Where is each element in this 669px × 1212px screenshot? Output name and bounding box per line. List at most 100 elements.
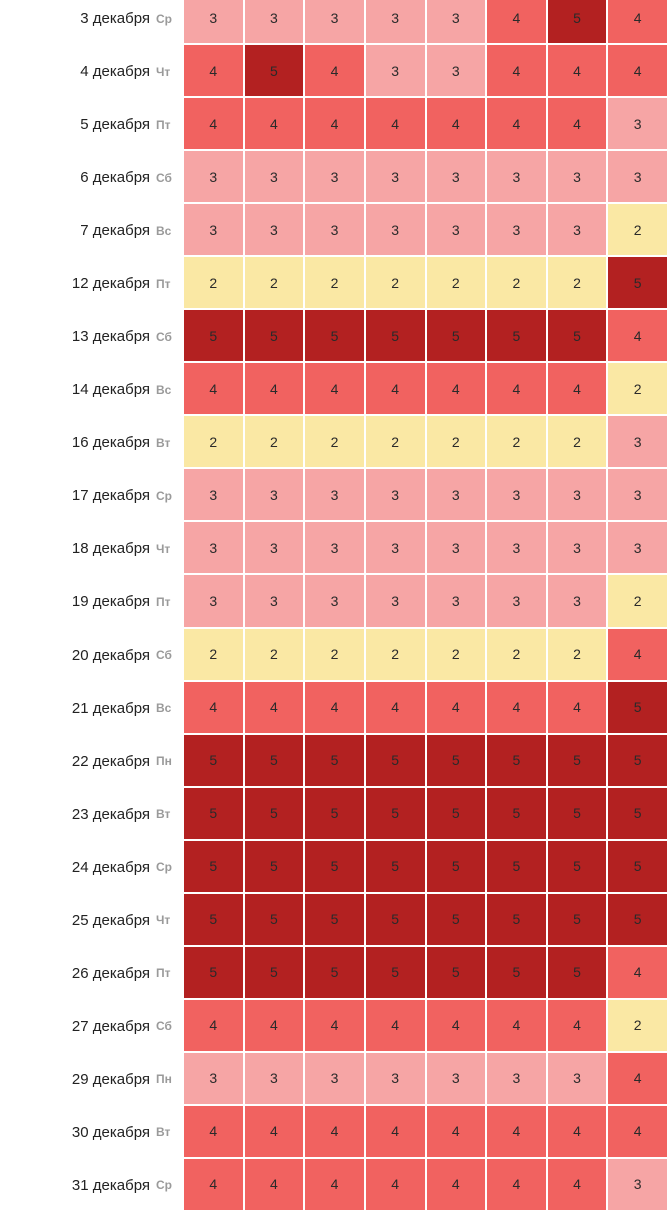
heatmap-cell: 3 [365, 522, 425, 574]
heatmap-cell: 4 [547, 45, 607, 97]
heatmap-cell: 4 [487, 0, 546, 44]
heatmap-cell: 4 [184, 1158, 243, 1210]
row-label: 21 декабря Вс [0, 682, 176, 735]
heatmap-cell: 4 [547, 1105, 607, 1157]
heatmap-cell: 3 [487, 204, 546, 256]
heatmap-cell: 4 [244, 1158, 304, 1210]
heatmap-cell: 2 [487, 257, 546, 309]
heatmap-cell: 3 [426, 575, 486, 627]
heatmap-cell: 5 [184, 787, 243, 839]
row-label: 26 декабря Пт [0, 947, 176, 1000]
heatmap-cell: 2 [608, 999, 667, 1051]
row-date: 22 декабря [71, 752, 150, 770]
heatmap-cell: 4 [365, 1105, 425, 1157]
row-label: 24 декабря Ср [0, 841, 176, 894]
heatmap-cell: 3 [608, 98, 667, 150]
heatmap-cell: 5 [244, 310, 304, 362]
heatmap-cell: 4 [244, 999, 304, 1051]
heatmap-cell: 5 [426, 840, 486, 892]
heatmap-cell: 5 [608, 787, 667, 839]
heatmap-cell: 2 [184, 416, 243, 468]
heatmap-cell: 2 [547, 628, 607, 680]
heatmap-cell: 3 [184, 522, 243, 574]
row-weekday: Ср [156, 488, 172, 503]
heatmap-cell: 2 [244, 416, 304, 468]
row-weekday: Пт [156, 117, 171, 132]
heatmap-cell: 4 [184, 363, 243, 415]
heatmap-cell: 4 [487, 999, 546, 1051]
heatmap-cell: 3 [547, 575, 607, 627]
heatmap-cell: 5 [547, 893, 607, 945]
heatmap-cell: 4 [365, 999, 425, 1051]
heatmap-cell: 3 [305, 1052, 364, 1104]
row-weekday: Вс [156, 701, 172, 716]
heatmap-cell: 5 [244, 787, 304, 839]
row-label: 5 декабря Пт [0, 98, 176, 151]
heatmap-cell: 3 [426, 204, 486, 256]
row-label: 18 декабря Чт [0, 522, 176, 575]
heatmap-cell: 3 [426, 0, 486, 44]
heatmap-cell: 3 [426, 151, 486, 203]
heatmap-cell: 4 [426, 98, 486, 150]
heatmap-cell: 3 [305, 575, 364, 627]
heatmap-cell: 3 [608, 469, 667, 521]
heatmap-cell: 5 [244, 734, 304, 786]
row-date: 7 декабря [80, 222, 150, 240]
heatmap-cell: 2 [184, 628, 243, 680]
heatmap-cell: 3 [244, 1052, 304, 1104]
heatmap-cell: 5 [305, 840, 364, 892]
heatmap-cell: 3 [487, 522, 546, 574]
heatmap-cell: 4 [305, 363, 364, 415]
heatmap-cell: 4 [365, 363, 425, 415]
row-date: 16 декабря [71, 434, 150, 452]
heatmap-cell: 3 [244, 522, 304, 574]
row-weekday: Вт [156, 1125, 171, 1140]
heatmap-cell: 3 [184, 1052, 243, 1104]
heatmap-cell: 3 [305, 204, 364, 256]
heatmap-cell: 5 [487, 734, 546, 786]
row-label: 4 декабря Чт [0, 45, 176, 98]
heatmap-cell: 2 [426, 416, 486, 468]
heatmap-cell: 4 [184, 1105, 243, 1157]
heatmap-cell: 5 [365, 734, 425, 786]
heatmap-cell: 5 [426, 946, 486, 998]
row-date: 17 декабря [71, 487, 150, 505]
heatmap-cell: 5 [487, 310, 546, 362]
heatmap-cell: 4 [547, 363, 607, 415]
row-date: 19 декабря [71, 593, 150, 611]
row-weekday: Ср [156, 860, 172, 875]
heatmap-cell: 3 [547, 151, 607, 203]
heatmap-cell: 5 [365, 310, 425, 362]
heatmap-cell: 3 [244, 204, 304, 256]
heatmap-cell: 3 [487, 575, 546, 627]
heatmap-cell: 4 [426, 999, 486, 1051]
row-weekday: Сб [156, 170, 172, 185]
heatmap-cell: 3 [244, 469, 304, 521]
heatmap-cell: 4 [487, 363, 546, 415]
heatmap-cell: 3 [244, 575, 304, 627]
row-label: 20 декабря Сб [0, 629, 176, 682]
row-date: 21 декабря [71, 699, 150, 717]
heatmap-cell: 4 [487, 45, 546, 97]
heatmap-cell: 3 [184, 0, 243, 44]
heatmap-cell: 5 [487, 840, 546, 892]
heatmap-cell: 4 [305, 1105, 364, 1157]
row-label: 22 декабря Пн [0, 735, 176, 788]
heatmap-cell: 4 [244, 98, 304, 150]
row-weekday: Ср [156, 1178, 172, 1193]
heatmap-cell: 3 [487, 469, 546, 521]
heatmap-cell: 5 [608, 893, 667, 945]
heatmap-cell: 5 [608, 734, 667, 786]
heatmap-cell: 3 [365, 469, 425, 521]
row-weekday: Сб [156, 1019, 172, 1034]
row-weekday: Сб [156, 648, 172, 663]
row-weekday: Пн [156, 754, 172, 769]
row-label: 25 декабря Чт [0, 894, 176, 947]
heatmap-cell: 4 [426, 1158, 486, 1210]
heatmap-cell: 4 [547, 681, 607, 733]
heatmap-cell: 2 [426, 628, 486, 680]
row-label: 12 декабря Пт [0, 257, 176, 310]
heatmap-cell: 2 [487, 628, 546, 680]
heatmap-cell: 4 [244, 363, 304, 415]
